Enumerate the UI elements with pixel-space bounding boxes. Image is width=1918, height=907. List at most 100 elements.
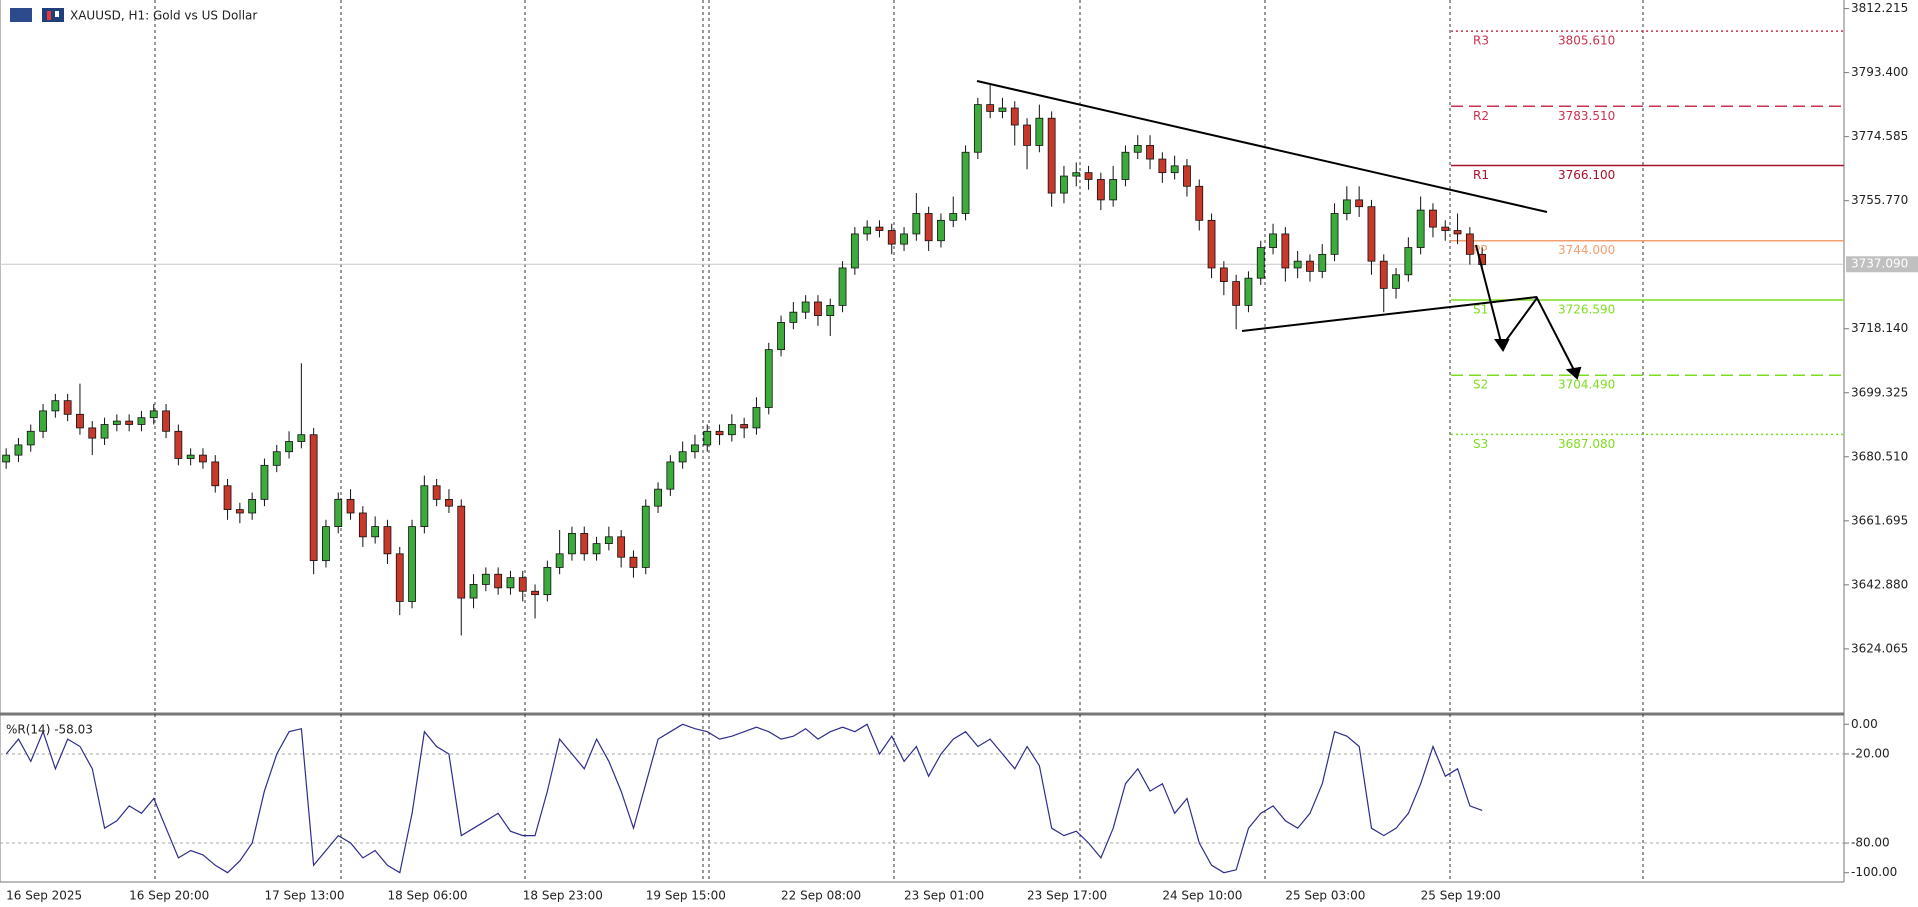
candle-body xyxy=(445,498,453,507)
candle-body xyxy=(162,410,170,432)
candle-body xyxy=(51,400,60,412)
x-tick-label: 22 Sep 08:00 xyxy=(781,889,861,903)
candle-body xyxy=(1453,230,1462,235)
candle-body xyxy=(1219,267,1228,282)
candle-body xyxy=(678,451,687,463)
y-tick-label: 3793.400 xyxy=(1851,65,1908,79)
pivot-value: 3783.510 xyxy=(1558,109,1615,123)
candle-body xyxy=(518,577,527,592)
y-tick-label: 3755.770 xyxy=(1851,193,1908,207)
candle-body xyxy=(863,226,872,235)
y-tick-label: 3699.325 xyxy=(1851,385,1908,399)
candle-body xyxy=(1072,172,1081,177)
x-tick-label: 18 Sep 23:00 xyxy=(523,889,603,903)
candle-body xyxy=(297,434,306,442)
candle-body xyxy=(654,488,662,507)
candle-body xyxy=(629,556,638,568)
candle-body xyxy=(1195,185,1204,221)
candle-body xyxy=(2,454,11,463)
candle-body xyxy=(1023,124,1031,146)
last-price-label: 3737.090 xyxy=(1851,257,1908,271)
candle-body xyxy=(76,413,84,429)
x-tick-label: 25 Sep 03:00 xyxy=(1285,889,1365,903)
candle-body xyxy=(1404,247,1413,276)
candle-body xyxy=(814,301,822,317)
x-tick-label: 16 Sep 2025 xyxy=(6,889,82,903)
candle-body xyxy=(235,509,244,514)
candle-body xyxy=(1416,209,1425,248)
x-tick-label: 23 Sep 17:00 xyxy=(1027,889,1107,903)
candle-body xyxy=(1010,107,1019,126)
trend-line xyxy=(976,80,1548,213)
candle-body xyxy=(1293,260,1302,269)
candle-body xyxy=(887,230,896,245)
y-tick-label: 3718.140 xyxy=(1851,321,1908,335)
pivot-value: 3766.100 xyxy=(1558,168,1615,182)
candle-body xyxy=(260,464,269,500)
candle-body xyxy=(346,498,355,514)
candle-body xyxy=(88,427,97,439)
candle-body xyxy=(395,553,404,602)
candle-body xyxy=(1441,226,1450,231)
candle-body xyxy=(1342,199,1351,214)
candle-body xyxy=(285,441,293,453)
candle-body xyxy=(309,434,318,562)
candle-body xyxy=(1281,233,1290,269)
candle-body xyxy=(543,567,552,596)
candle-body xyxy=(826,304,835,317)
candle-body xyxy=(715,430,724,436)
candle-body xyxy=(617,536,626,558)
pivot-value: 3805.610 xyxy=(1558,34,1615,48)
candle-body xyxy=(1306,260,1314,272)
candle-body xyxy=(211,461,220,487)
candle-body xyxy=(358,512,367,538)
candle-body xyxy=(801,301,810,313)
candle-body xyxy=(1465,233,1474,255)
y-tick-label: 3812.215 xyxy=(1851,1,1908,15)
candle-body xyxy=(727,424,736,436)
candle-body xyxy=(137,417,146,425)
candle-body xyxy=(174,430,183,459)
candle-body xyxy=(961,151,970,214)
candle-body xyxy=(1367,206,1376,262)
candle-body xyxy=(604,536,613,545)
x-tick-label: 18 Sep 06:00 xyxy=(387,889,467,903)
last-price-box xyxy=(1846,256,1918,273)
candle-body xyxy=(592,543,601,555)
candle-body xyxy=(1330,213,1339,255)
candle-body xyxy=(1392,274,1400,289)
y-tick-label: 3774.585 xyxy=(1851,129,1908,143)
candle-body xyxy=(1429,209,1437,228)
candle-body xyxy=(432,485,441,500)
y-tick-label: 3642.880 xyxy=(1851,577,1908,591)
candle-body xyxy=(1207,219,1216,269)
menu-icon xyxy=(10,8,32,22)
candle-body xyxy=(777,322,785,351)
symbol-icon xyxy=(42,8,64,22)
y-tick-label: 3661.695 xyxy=(1851,513,1908,527)
y-tick-label: 3624.065 xyxy=(1851,641,1908,655)
candle-body xyxy=(248,498,257,514)
pivot-name: R3 xyxy=(1473,34,1489,48)
candle-body xyxy=(371,526,380,538)
candle-body xyxy=(666,461,675,490)
candle-body xyxy=(789,311,798,323)
x-tick-label: 16 Sep 20:00 xyxy=(129,889,209,903)
candle-body xyxy=(1096,179,1105,201)
pivot-name: S1 xyxy=(1473,302,1488,316)
candle-body xyxy=(1355,199,1364,208)
candle-body xyxy=(1121,151,1130,180)
candle-body xyxy=(149,410,158,419)
candle-body xyxy=(531,590,539,596)
candle-body xyxy=(1379,260,1388,289)
pivot-value: 3744.000 xyxy=(1558,243,1615,257)
candle-body xyxy=(973,104,982,153)
candle-body xyxy=(1109,179,1118,201)
candle-body xyxy=(1047,117,1056,194)
candle-body xyxy=(838,267,847,306)
candle-body xyxy=(481,573,490,585)
candle-body xyxy=(420,485,429,527)
